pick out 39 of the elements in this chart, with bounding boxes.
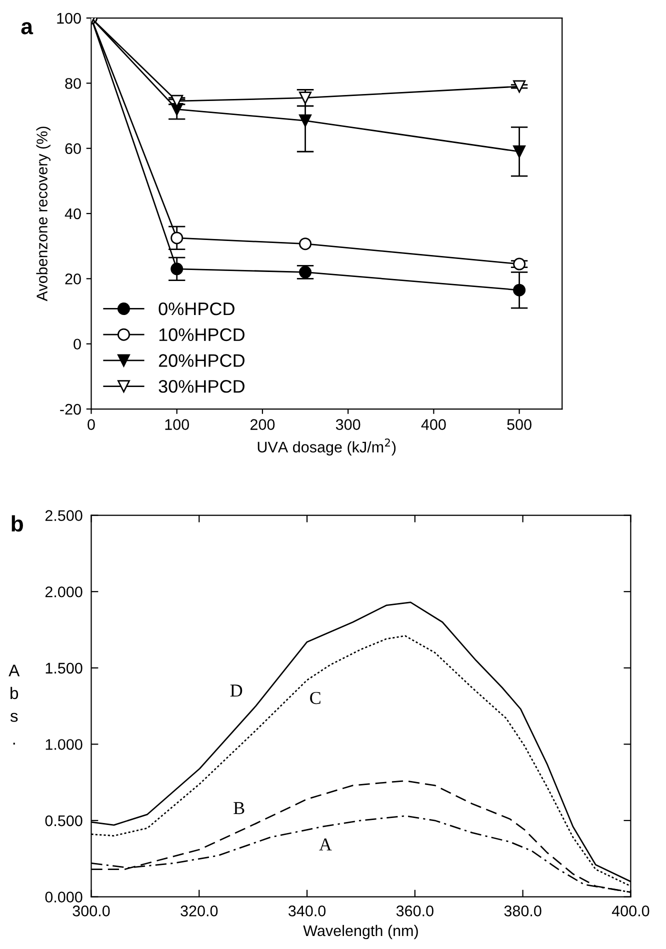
- y-tick-label: 0: [74, 338, 81, 350]
- x-tick-label: 320.0: [180, 906, 218, 916]
- x-tick-label: 400.0: [612, 906, 650, 916]
- y-tick-label: 1.500: [46, 662, 82, 674]
- x-tick-label: 340.0: [288, 906, 326, 916]
- chart-title: b: [12, 515, 23, 532]
- y-tick-label: 0.500: [45, 815, 82, 826]
- legend-label: 30%HPCD: [158, 380, 244, 393]
- legend-label: 0%HPCD: [158, 302, 234, 316]
- x-axis-title: Wavelength (nm): [303, 924, 418, 940]
- x-tick-label: 300: [336, 419, 360, 430]
- y-tick-label: 20: [65, 274, 81, 284]
- x-tick-label: 0: [88, 419, 95, 430]
- x-tick-label: 300.0: [72, 906, 110, 916]
- annotation: A: [319, 838, 332, 850]
- chart-title: a: [21, 22, 34, 34]
- annotation: C: [310, 692, 320, 704]
- x-tick-label: 380.0: [504, 906, 542, 916]
- x-axis-title: UVA dosage (kJ/m$^{2}$): [258, 438, 396, 456]
- y-tick-label: -20: [60, 404, 81, 415]
- x-tick-label: 100: [165, 419, 189, 430]
- annotation: B: [234, 802, 244, 814]
- x-tick-label: 400: [421, 419, 446, 430]
- y-tick-label: 100: [57, 12, 81, 24]
- text: A b s .: [8, 664, 20, 745]
- annotation: D: [230, 684, 242, 697]
- y-tick-label: 80: [65, 78, 81, 89]
- legend-label: 20%HPCD: [158, 354, 244, 367]
- x-tick-label: 200: [250, 419, 275, 430]
- y-tick-label: 60: [65, 143, 81, 154]
- x-tick-label: 360.0: [396, 906, 434, 916]
- y-axis-title: Avobenzone recovery (%): [36, 126, 50, 302]
- y-tick-label: 1.000: [46, 739, 82, 750]
- x-tick-label: 500: [507, 419, 532, 430]
- y-tick-label: 2.000: [45, 586, 82, 598]
- legend-label: 10%HPCD: [159, 328, 244, 342]
- y-tick-label: 2.500: [45, 510, 82, 521]
- y-tick-label: 40: [64, 208, 81, 220]
- y-tick-label: 0.000: [45, 892, 82, 902]
